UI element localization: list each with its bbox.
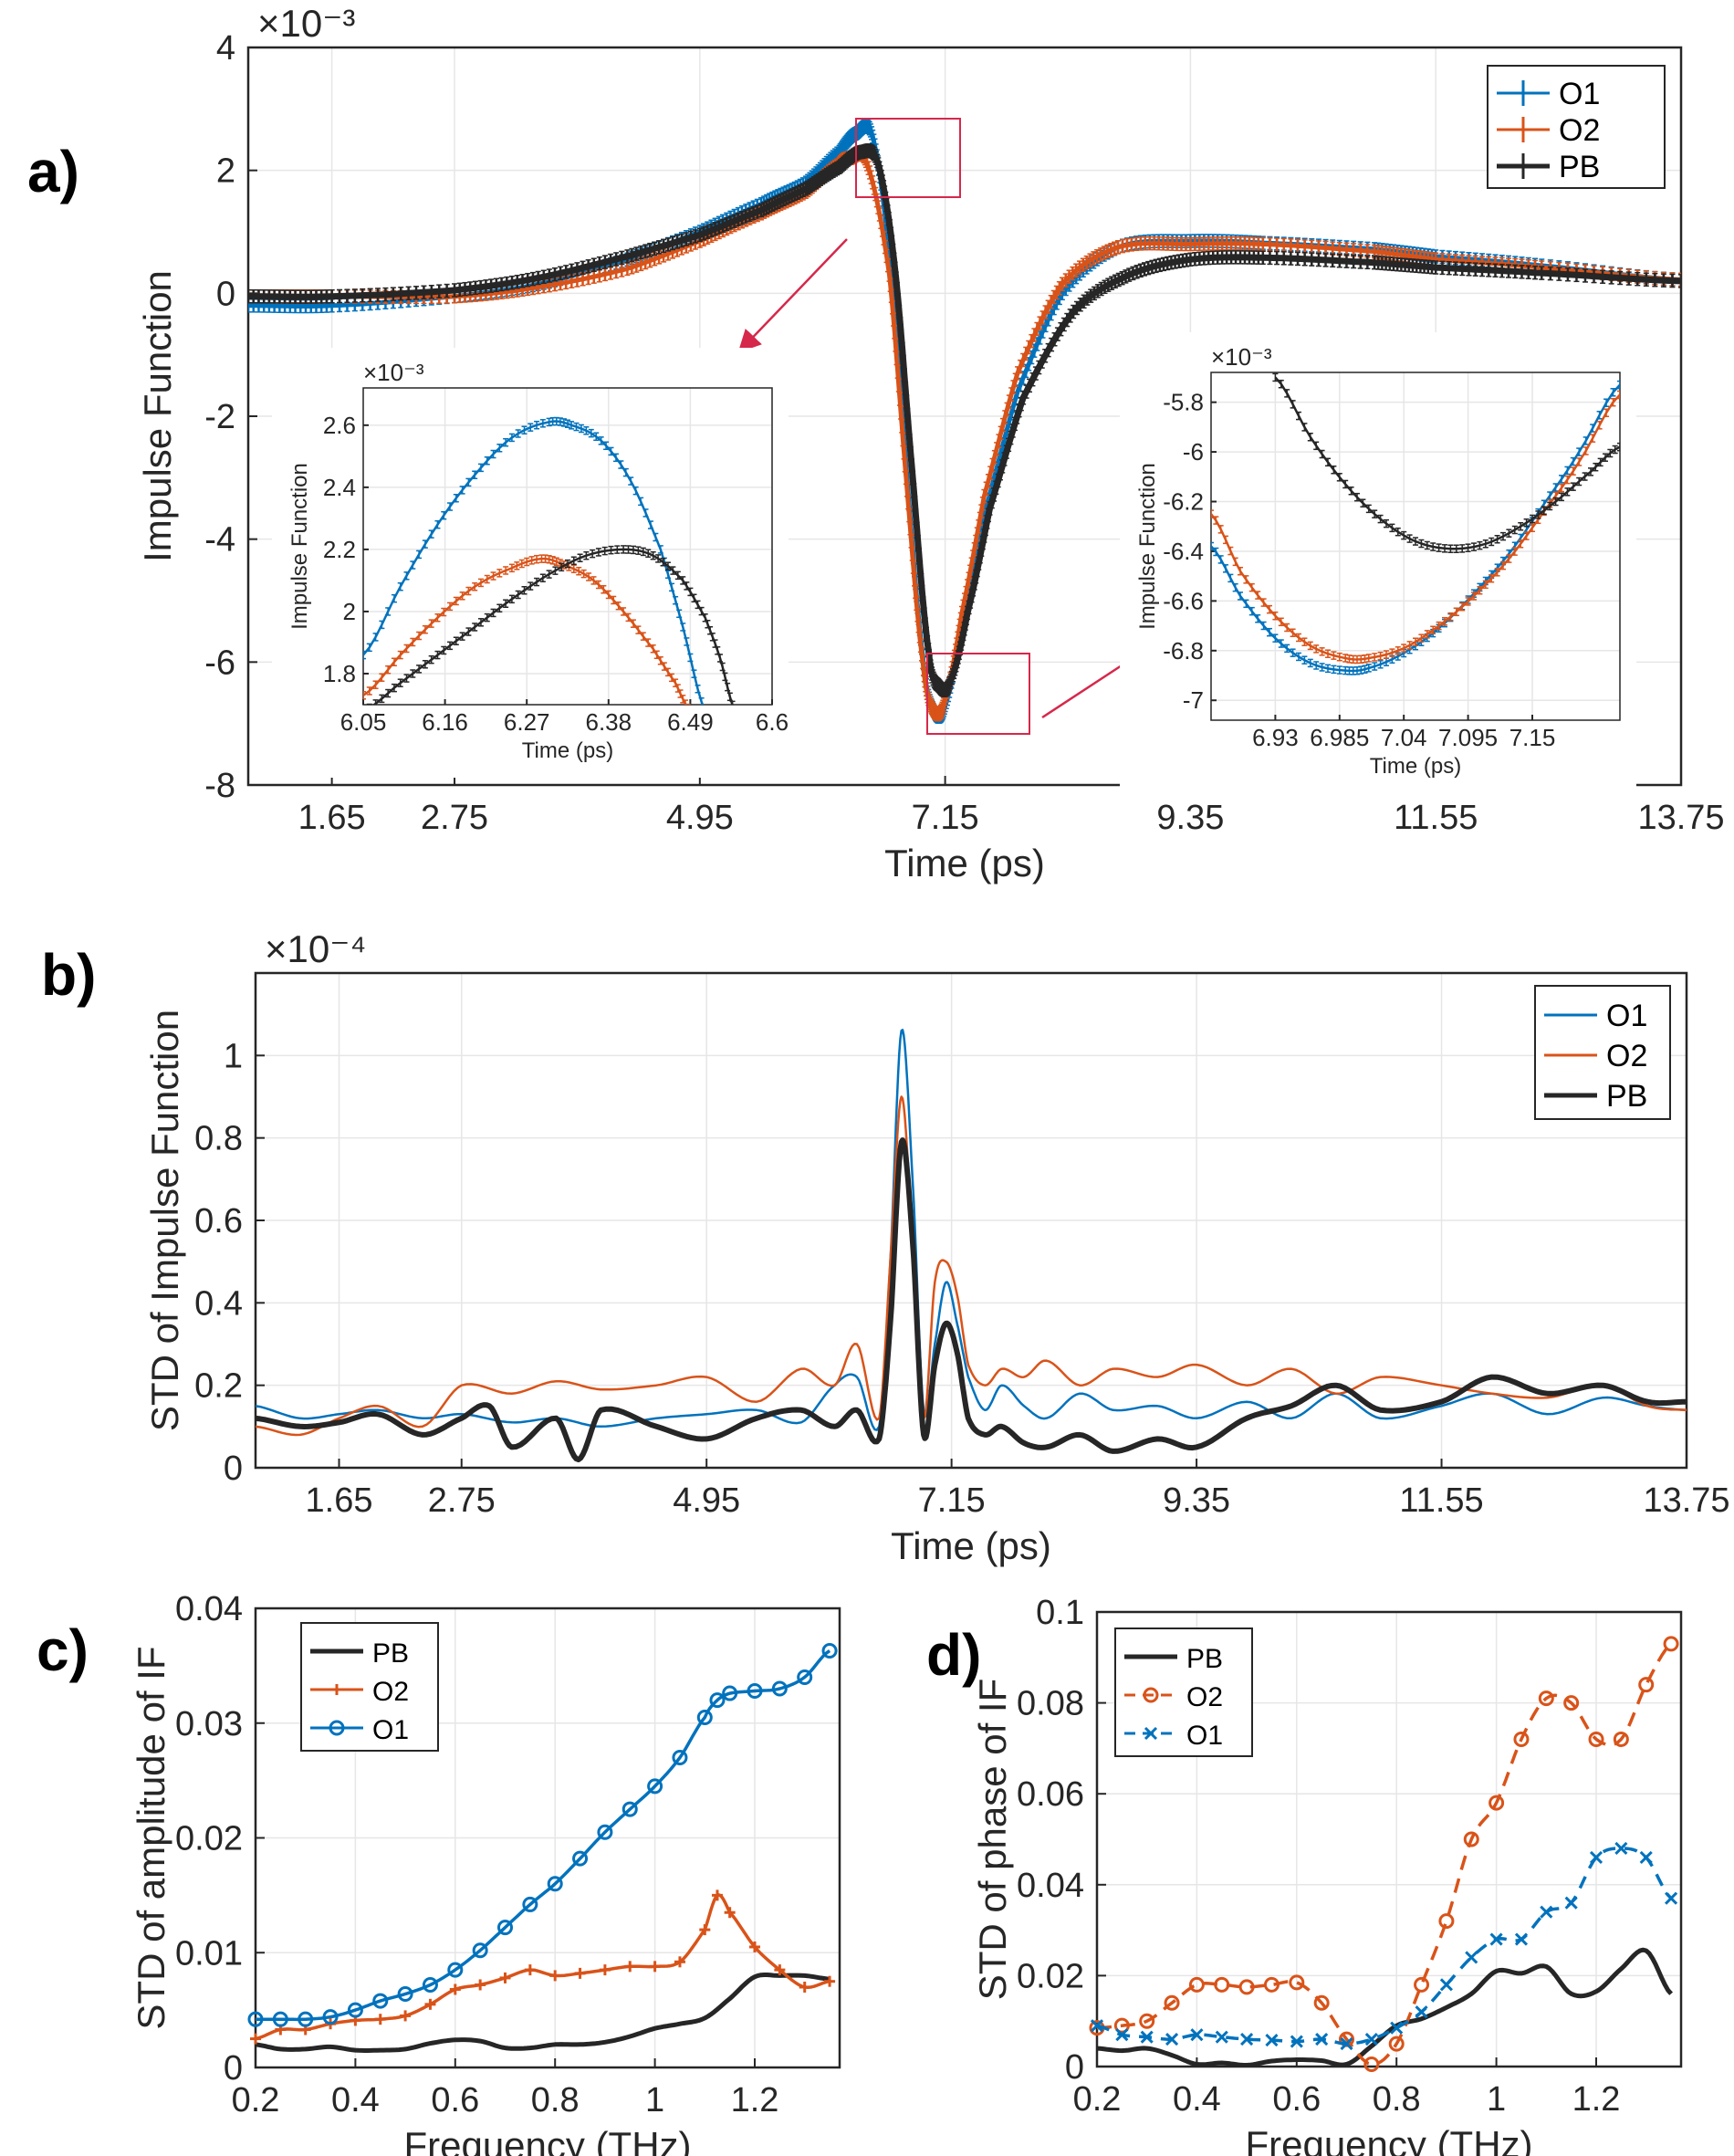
y-tick-label: -6.4: [1163, 538, 1204, 565]
x-tick-label: 6.985: [1310, 724, 1369, 751]
y-tick-label: -6.8: [1163, 637, 1204, 665]
x-tick-label: 6.27: [504, 708, 550, 736]
axis-exponent: ×10⁻³: [1211, 343, 1272, 371]
y-tick-label: 2.2: [323, 536, 356, 563]
panel-a-label: a): [27, 139, 79, 204]
series-group: [363, 416, 736, 705]
x-tick-label: 2.75: [421, 799, 488, 837]
highlight-box-trough: [926, 653, 1030, 735]
inset-background: [272, 348, 789, 778]
grid: [1211, 372, 1620, 720]
y-tick-label: 2: [216, 152, 235, 191]
x-tick-label: 7.04: [1381, 724, 1427, 751]
y-tick-label: -6: [1183, 438, 1204, 466]
highlight-box-peak: [855, 118, 961, 198]
y-axis-label: Impulse Function: [287, 463, 312, 630]
panel-a: a) 1.65 2.75 4.95 7.15 9.35 11.55 13.75 -8 -6 -4 -…: [27, 2, 1725, 884]
x-tick-label: 4.95: [666, 799, 734, 837]
y-tick-label: -6: [204, 644, 235, 682]
arrow-to-inset-peak: [737, 238, 848, 353]
x-tick-label: 7.15: [912, 799, 979, 837]
series-group: [1211, 372, 1620, 675]
y-tick-label: -7: [1183, 686, 1204, 714]
inset-background: [1120, 332, 1636, 793]
x-tick-label: 13.75: [1637, 799, 1724, 837]
plot-frame: [246, 46, 1683, 787]
y-tick-label: -6.6: [1163, 587, 1204, 614]
x-tick-label: 11.55: [1394, 799, 1478, 837]
y-tick-label: -8: [204, 767, 235, 805]
axis-exponent: ×10⁻³: [363, 359, 424, 386]
y-tick-label: 2.4: [323, 474, 356, 501]
x-tick-label: 9.35: [1156, 799, 1224, 837]
x-tick-label: 7.095: [1438, 724, 1498, 751]
axis-exponent: ×10⁻³: [257, 2, 355, 45]
x-tick-label: 6.93: [1252, 724, 1299, 751]
y-tick-label: 0: [216, 275, 235, 313]
x-tick-label: 6.16: [422, 708, 468, 736]
legend-label-pb: PB: [1559, 150, 1600, 184]
legend-label-o2: O2: [1559, 113, 1600, 148]
y-tick-label: -6.2: [1163, 488, 1204, 516]
x-axis-label: Time (ps): [1370, 754, 1461, 779]
y-axis-label: Impulse Function: [136, 270, 179, 562]
x-axis-label: Time (ps): [884, 842, 1045, 884]
y-axis-label: Impulse Function: [1135, 463, 1160, 630]
x-tick-label: 6.05: [340, 708, 387, 736]
x-axis-label: Time (ps): [522, 738, 613, 763]
x-tick-label: 7.15: [1509, 724, 1556, 751]
x-tick-label: 6.6: [756, 708, 789, 736]
series-group: [248, 119, 1681, 725]
y-tick-label: -5.8: [1163, 389, 1204, 416]
x-tick-label: 1.65: [298, 799, 366, 837]
y-tick-label: 4: [216, 29, 235, 68]
y-tick-label: 1.8: [323, 660, 356, 687]
x-tick-label: 6.49: [667, 708, 714, 736]
plot-frame: [362, 387, 773, 706]
x-tick-label: 6.38: [585, 708, 632, 736]
y-tick-label: 2: [343, 598, 356, 625]
y-tick-label: 2.6: [323, 412, 356, 439]
y-tick-label: -2: [204, 398, 235, 436]
y-tick-label: -4: [204, 521, 235, 560]
legend-label-o1: O1: [1559, 77, 1600, 111]
